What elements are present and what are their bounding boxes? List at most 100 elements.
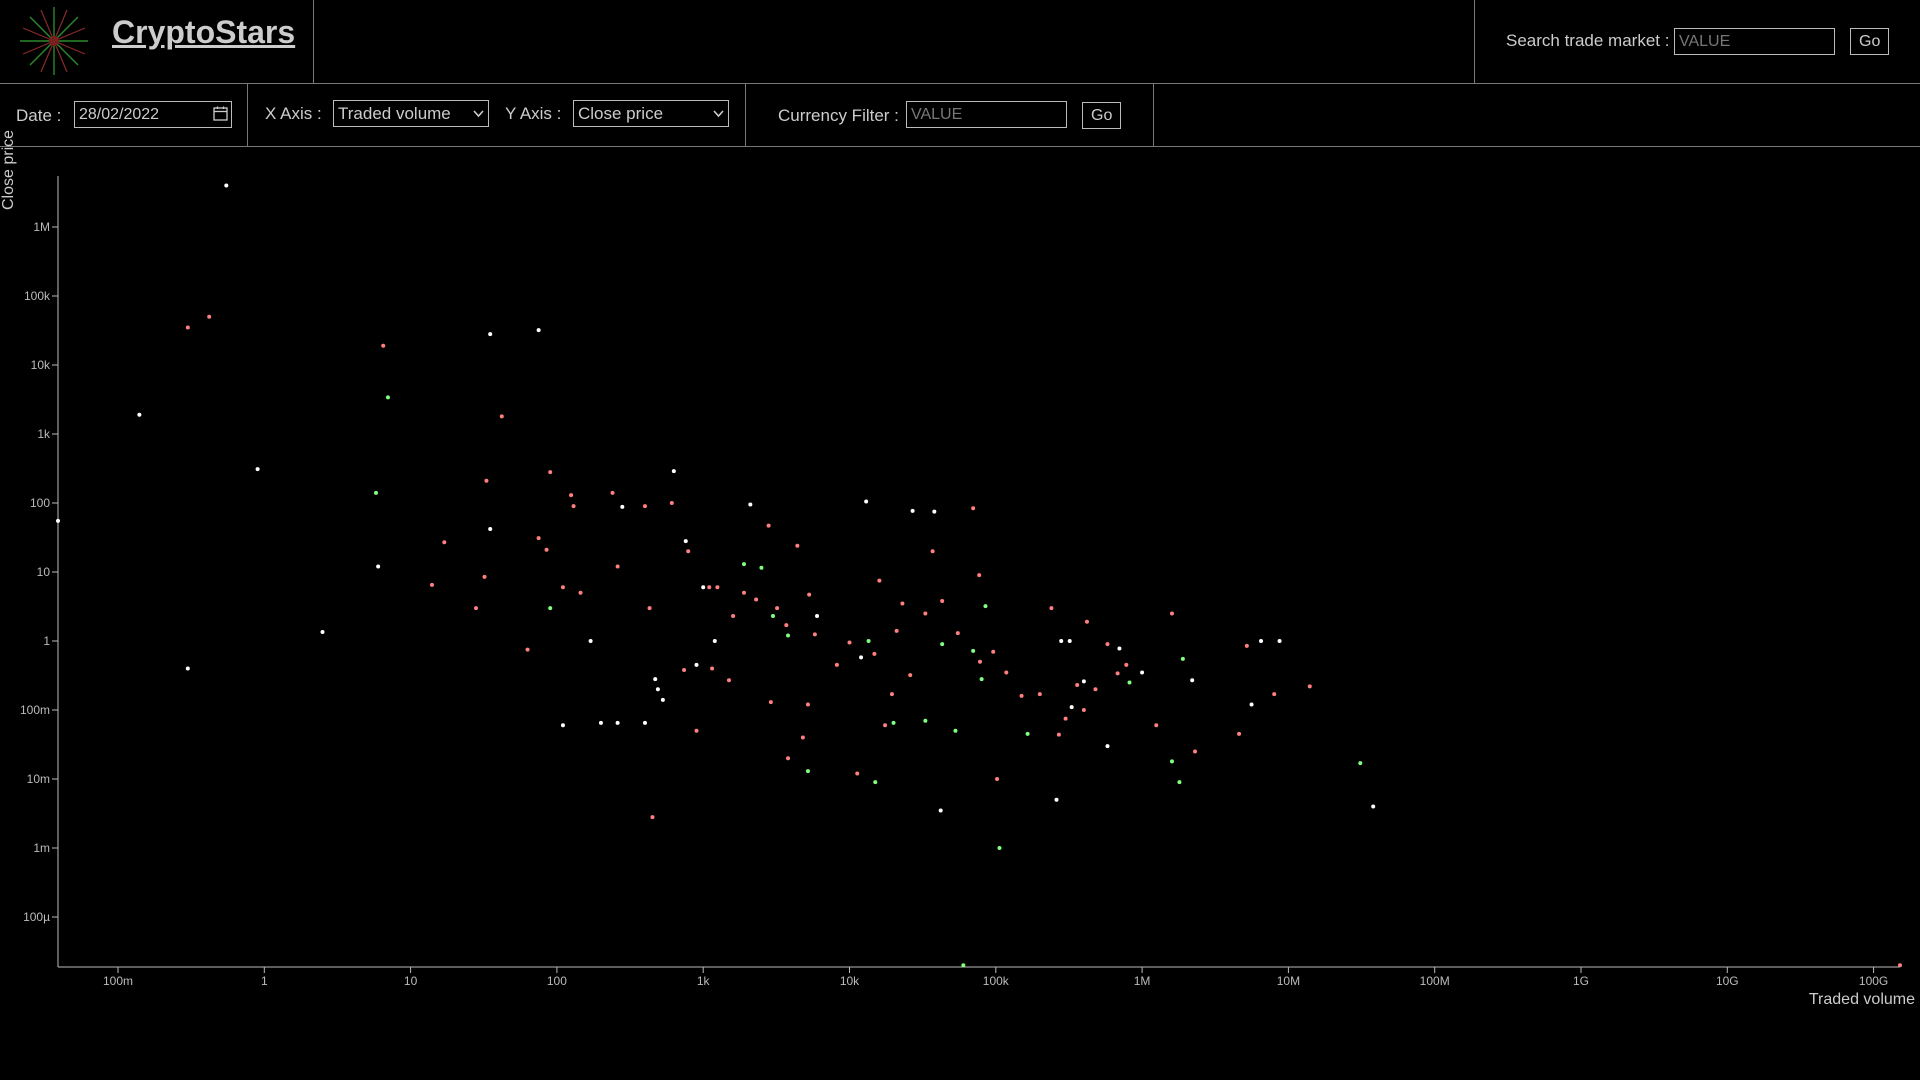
scatter-point[interactable] <box>185 325 190 330</box>
scatter-point[interactable] <box>1117 646 1122 651</box>
x-axis-select[interactable]: Traded volume <box>333 100 489 127</box>
scatter-point[interactable] <box>474 606 479 611</box>
scatter-point[interactable] <box>877 578 882 583</box>
scatter-point[interactable] <box>775 606 780 611</box>
scatter-point[interactable] <box>971 648 976 653</box>
scatter-point[interactable] <box>983 604 988 609</box>
scatter-point[interactable] <box>1105 744 1110 749</box>
scatter-point[interactable] <box>940 598 945 603</box>
scatter-point[interactable] <box>548 470 553 475</box>
scatter-point[interactable] <box>694 662 699 667</box>
scatter-point[interactable] <box>741 590 746 595</box>
scatter-point[interactable] <box>548 606 553 611</box>
scatter-point[interactable] <box>488 526 493 531</box>
scatter-point[interactable] <box>1004 670 1009 675</box>
scatter-point[interactable] <box>955 631 960 636</box>
scatter-point[interactable] <box>1054 797 1059 802</box>
scatter-point[interactable] <box>938 808 943 813</box>
scatter-point[interactable] <box>786 756 791 761</box>
scatter-point[interactable] <box>1169 759 1174 764</box>
scatter-point[interactable] <box>754 597 759 602</box>
scatter-point[interactable] <box>1105 642 1110 647</box>
scatter-point[interactable] <box>712 639 717 643</box>
scatter-point[interactable] <box>855 771 860 776</box>
scatter-point[interactable] <box>872 651 877 656</box>
scatter-point[interactable] <box>578 590 583 595</box>
scatter-point[interactable] <box>1115 671 1120 676</box>
scatter-point[interactable] <box>910 508 915 513</box>
y-axis-select[interactable]: Close price <box>573 100 729 127</box>
scatter-point[interactable] <box>768 700 773 705</box>
scatter-point[interactable] <box>255 467 260 472</box>
scatter-point[interactable] <box>373 490 378 495</box>
scatter-point[interactable] <box>671 469 676 474</box>
search-trade-market-input[interactable] <box>1674 28 1835 55</box>
calendar-icon[interactable] <box>213 106 228 121</box>
scatter-point[interactable] <box>940 642 945 647</box>
scatter-point[interactable] <box>536 328 541 333</box>
scatter-point[interactable] <box>1069 705 1074 710</box>
currency-filter-input[interactable] <box>906 101 1067 128</box>
scatter-point[interactable] <box>908 673 913 678</box>
scatter-point[interactable] <box>536 536 541 541</box>
scatter-point[interactable] <box>588 639 593 643</box>
scatter-point[interactable] <box>991 649 996 654</box>
scatter-point[interactable] <box>815 614 820 619</box>
scatter-point[interactable] <box>1244 643 1249 648</box>
scatter-point[interactable] <box>979 677 984 682</box>
scatter-point[interactable] <box>56 518 60 523</box>
scatter-point[interactable] <box>873 780 878 785</box>
scatter-point[interactable] <box>669 501 674 505</box>
scatter-point[interactable] <box>488 332 493 337</box>
scatter-point[interactable] <box>560 723 565 728</box>
scatter-point[interactable] <box>686 549 691 554</box>
scatter-point[interactable] <box>866 639 871 643</box>
scatter-point[interactable] <box>800 735 805 740</box>
date-input[interactable]: 28/02/2022 <box>74 101 232 128</box>
scatter-point[interactable] <box>1140 670 1145 675</box>
scatter-point[interactable] <box>1081 679 1086 684</box>
scatter-point[interactable] <box>930 549 935 554</box>
scatter-point[interactable] <box>978 659 983 664</box>
scatter-point[interactable] <box>1127 680 1132 685</box>
scatter-point[interactable] <box>320 630 325 635</box>
scatter-point[interactable] <box>1277 639 1282 643</box>
scatter-point[interactable] <box>544 547 549 552</box>
scatter-point[interactable] <box>683 539 688 544</box>
scatter-point[interactable] <box>653 677 658 682</box>
scatter-point[interactable] <box>571 504 576 509</box>
scatter-point[interactable] <box>1059 639 1064 643</box>
scatter-point[interactable] <box>376 564 381 569</box>
scatter-point[interactable] <box>655 687 660 692</box>
scatter-point[interactable] <box>701 585 706 590</box>
scatter-point[interactable] <box>891 720 896 725</box>
scatter-point[interactable] <box>598 720 603 725</box>
scatter-point[interactable] <box>1084 619 1089 624</box>
scatter-point[interactable] <box>1063 716 1068 721</box>
scatter-point[interactable] <box>1075 683 1080 688</box>
scatter-point[interactable] <box>1169 611 1174 616</box>
scatter-point[interactable] <box>807 592 812 597</box>
scatter-point[interactable] <box>1190 678 1195 683</box>
scatter-point[interactable] <box>961 963 966 968</box>
scatter-point[interactable] <box>715 585 720 590</box>
scatter-point[interactable] <box>971 506 976 511</box>
scatter-point[interactable] <box>1019 693 1024 698</box>
scatter-point[interactable] <box>647 606 652 611</box>
scatter-point[interactable] <box>442 540 447 545</box>
scatter-point[interactable] <box>1193 749 1198 754</box>
scatter-point[interactable] <box>499 414 504 419</box>
scatter-point[interactable] <box>660 697 665 702</box>
scatter-point[interactable] <box>650 815 655 820</box>
scatter-point[interactable] <box>805 769 810 774</box>
scatter-point[interactable] <box>795 543 800 548</box>
scatter-point[interactable] <box>1358 761 1363 766</box>
starburst-logo-icon[interactable] <box>18 5 90 77</box>
scatter-point[interactable] <box>1307 684 1312 689</box>
scatter-point[interactable] <box>569 493 574 498</box>
scatter-point[interactable] <box>997 846 1002 850</box>
scatter-point[interactable] <box>748 502 753 507</box>
scatter-point[interactable] <box>1249 702 1254 707</box>
scatter-point[interactable] <box>1025 731 1030 736</box>
scatter-point[interactable] <box>385 395 390 400</box>
